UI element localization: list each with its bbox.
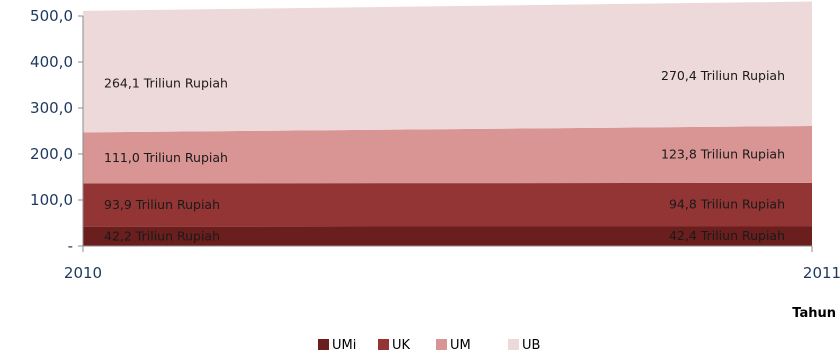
- area-uk: [83, 182, 812, 227]
- area-umi: [83, 226, 812, 246]
- legend-swatch-umi: [318, 339, 329, 350]
- legend-label-ub: UB: [522, 338, 540, 353]
- y-tick-label: 300,0: [30, 99, 73, 117]
- x-axis: 2010 2011: [64, 245, 840, 282]
- area-ub: [83, 1, 812, 133]
- area-um: [83, 125, 812, 184]
- data-label: 270,4 Triliun Rupiah: [661, 68, 785, 83]
- y-axis: - 100,0 200,0 300,0 400,0 500,0: [30, 7, 84, 255]
- legend-label-um: UM: [450, 338, 471, 353]
- x-tick-label: 2011: [803, 264, 840, 282]
- legend-label-umi: UMi: [332, 338, 356, 353]
- y-tick-label: 500,0: [30, 7, 73, 25]
- data-label: 42,2 Triliun Rupiah: [104, 228, 220, 243]
- legend-label-uk: UK: [392, 338, 411, 353]
- legend-swatch-um: [436, 339, 447, 350]
- data-labels: 42,2 Triliun Rupiah 42,4 Triliun Rupiah 93…: [104, 68, 785, 243]
- y-tick-label: -: [68, 237, 73, 255]
- data-label: 93,9 Triliun Rupiah: [104, 197, 220, 212]
- legend-swatch-uk: [378, 339, 389, 350]
- y-tick-label: 100,0: [30, 191, 73, 209]
- x-axis-title: Tahun: [792, 306, 836, 321]
- data-label: 94,8 Triliun Rupiah: [669, 197, 785, 212]
- data-label: 264,1 Triliun Rupiah: [104, 76, 228, 91]
- x-tick-label: 2010: [64, 264, 102, 282]
- y-tick-label: 200,0: [30, 145, 73, 163]
- data-label: 42,4 Triliun Rupiah: [669, 228, 785, 243]
- y-tick-label: 400,0: [30, 53, 73, 71]
- data-label: 123,8 Triliun Rupiah: [661, 146, 785, 161]
- data-label: 111,0 Triliun Rupiah: [104, 150, 228, 165]
- legend: UMi UK UM UB: [318, 338, 540, 353]
- area-layers: [83, 1, 812, 246]
- legend-swatch-ub: [508, 339, 519, 350]
